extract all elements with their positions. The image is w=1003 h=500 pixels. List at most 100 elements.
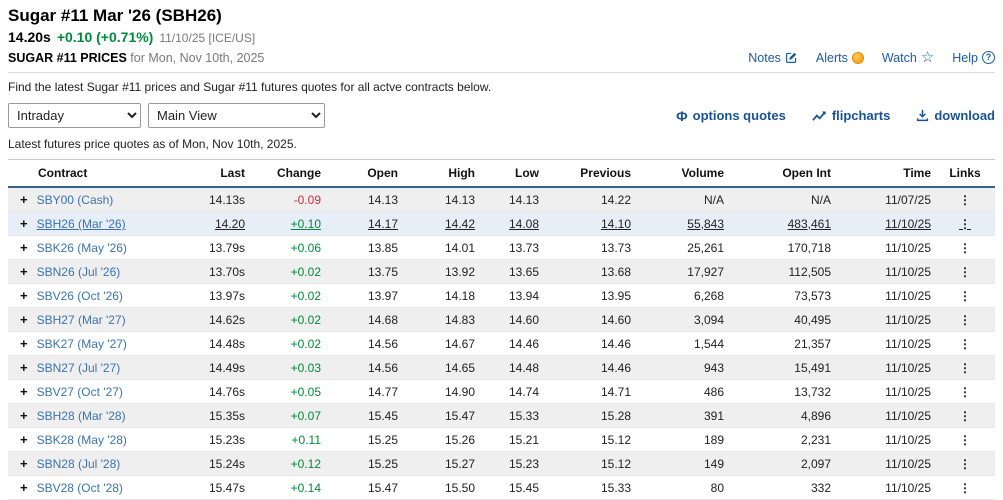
low-cell: 13.94: [483, 283, 547, 308]
row-links-menu[interactable]: ⋮: [959, 192, 971, 207]
open-cell: 14.56: [329, 355, 406, 380]
high-cell: 15.26: [406, 427, 483, 452]
open-int-cell: 13,732: [732, 379, 839, 404]
expand-row-button[interactable]: +: [20, 216, 28, 231]
frequency-select[interactable]: Intraday: [8, 103, 141, 128]
notes-icon: [785, 51, 798, 64]
high-cell: 14.42: [406, 211, 483, 236]
table-row: + SBH27 (Mar '27) 14.62s +0.02 14.68 14.83 14.…: [8, 307, 995, 332]
expand-row-button[interactable]: +: [20, 264, 28, 279]
change-cell: +0.03: [253, 355, 329, 380]
volume-cell: 80: [639, 475, 732, 500]
prices-date: for Mon, Nov 10th, 2025: [130, 50, 265, 65]
volume-cell: 17,927: [639, 259, 732, 284]
last-cell: 13.97s: [208, 283, 253, 308]
as-of-note: Latest futures price quotes as of Mon, N…: [8, 137, 297, 151]
contract-link[interactable]: SBV26 (Oct '26): [36, 289, 123, 303]
last-cell: 14.62s: [208, 307, 253, 332]
notes-link[interactable]: Notes: [748, 51, 798, 65]
flipcharts-label: flipcharts: [831, 108, 891, 123]
open-int-cell: 15,491: [732, 355, 839, 380]
prices-header-bar: SUGAR #11 PRICES for Mon, Nov 10th, 2025…: [8, 50, 995, 73]
change-cell: +0.02: [253, 331, 329, 356]
expand-row-button[interactable]: +: [20, 192, 28, 207]
column-header: Contract: [8, 159, 208, 188]
row-links-menu[interactable]: ⋮: [959, 432, 971, 447]
contract-link[interactable]: SBH27 (Mar '27): [36, 313, 126, 327]
expand-row-button[interactable]: +: [20, 288, 28, 303]
column-header: Open: [329, 159, 406, 188]
download-button[interactable]: download: [916, 108, 995, 123]
contract-link[interactable]: SBH28 (Mar '28): [36, 409, 126, 423]
row-links-menu[interactable]: ⋮: [959, 408, 971, 423]
low-cell: 13.73: [483, 235, 547, 260]
open-cell: 14.13: [329, 187, 406, 212]
controls-bar: Intraday Main View Φ options quotes flip…: [8, 103, 995, 128]
open-int-cell: 21,357: [732, 331, 839, 356]
alerts-link[interactable]: Alerts: [816, 51, 864, 65]
contract-link[interactable]: SBK26 (May '26): [36, 241, 127, 255]
row-links-menu[interactable]: ⋮: [959, 336, 971, 351]
row-links-menu[interactable]: ⋮: [959, 264, 971, 279]
open-cell: 14.68: [329, 307, 406, 332]
watch-link[interactable]: Watch ☆: [882, 50, 934, 65]
table-row: + SBV28 (Oct '28) 15.47s +0.14 15.47 15.50 15.…: [8, 475, 995, 500]
contract-link[interactable]: SBH26 (Mar '26): [36, 217, 126, 231]
low-cell: 14.48: [483, 355, 547, 380]
last-price: 14.20s: [8, 29, 51, 45]
open-cell: 13.97: [329, 283, 406, 308]
contract-link[interactable]: SBY00 (Cash): [36, 193, 114, 207]
options-quotes-icon: Φ: [676, 107, 688, 124]
row-links-menu[interactable]: ⋮: [959, 312, 971, 327]
contract-link[interactable]: SBK28 (May '28): [36, 433, 127, 447]
change-cell: +0.05: [253, 379, 329, 404]
time-cell: 11/10/25: [839, 331, 939, 356]
expand-row-button[interactable]: +: [20, 408, 28, 423]
view-select[interactable]: Main View: [148, 103, 325, 128]
high-cell: 14.18: [406, 283, 483, 308]
contract-link[interactable]: SBK27 (May '27): [36, 337, 127, 351]
row-links-menu[interactable]: ⋮: [959, 216, 971, 231]
open-int-cell: 332: [732, 475, 839, 500]
expand-row-button[interactable]: +: [20, 336, 28, 351]
options-quotes-label: options quotes: [692, 108, 786, 123]
table-row: + SBV26 (Oct '26) 13.97s +0.02 13.97 14.18 13.…: [8, 283, 995, 308]
row-links-menu[interactable]: ⋮: [959, 288, 971, 303]
open-int-cell: 112,505: [732, 259, 839, 284]
change-cell: +0.11: [253, 427, 329, 452]
flipcharts-button[interactable]: flipcharts: [812, 108, 891, 123]
low-cell: 15.21: [483, 427, 547, 452]
expand-row-button[interactable]: +: [20, 312, 28, 327]
open-cell: 15.25: [329, 427, 406, 452]
open-int-cell: 4,896: [732, 403, 839, 428]
expand-row-button[interactable]: +: [20, 240, 28, 255]
volume-cell: 1,544: [639, 331, 732, 356]
open-cell: 13.75: [329, 259, 406, 284]
previous-cell: 15.33: [547, 475, 639, 500]
expand-row-button[interactable]: +: [20, 432, 28, 447]
row-links-menu[interactable]: ⋮: [959, 360, 971, 375]
open-cell: 15.47: [329, 475, 406, 500]
row-links-menu[interactable]: ⋮: [959, 384, 971, 399]
star-icon: ☆: [920, 49, 935, 66]
contract-link[interactable]: SBN27 (Jul '27): [36, 361, 121, 375]
contract-link[interactable]: SBN26 (Jul '26): [36, 265, 121, 279]
contract-link[interactable]: SBV28 (Oct '28): [36, 481, 123, 495]
table-header-row: Contract Last Change Open High Low Previous Vol…: [8, 159, 995, 188]
contract-link[interactable]: SBN28 (Jul '28): [36, 457, 121, 471]
expand-row-button[interactable]: +: [20, 360, 28, 375]
help-link[interactable]: Help ?: [952, 51, 995, 65]
expand-row-button[interactable]: +: [20, 480, 28, 495]
notes-label: Notes: [748, 50, 781, 65]
contract-link[interactable]: SBV27 (Oct '27): [36, 385, 123, 399]
table-row: + SBH26 (Mar '26) 14.20 +0.10 14.17 14.42 14.0…: [8, 211, 995, 236]
expand-row-button[interactable]: +: [20, 384, 28, 399]
row-links-menu[interactable]: ⋮: [959, 480, 971, 495]
open-int-cell: 73,573: [732, 283, 839, 308]
options-quotes-button[interactable]: Φ options quotes: [676, 108, 786, 123]
high-cell: 14.13: [406, 187, 483, 212]
high-cell: 14.67: [406, 331, 483, 356]
row-links-menu[interactable]: ⋮: [959, 240, 971, 255]
change-cell: +0.10: [253, 211, 329, 236]
last-cell: 14.20: [208, 211, 253, 236]
